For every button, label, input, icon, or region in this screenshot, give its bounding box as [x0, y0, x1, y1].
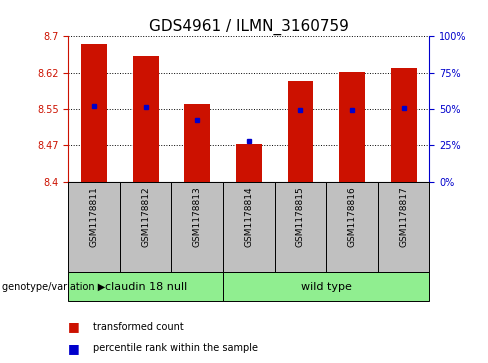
Bar [326, 182, 378, 272]
Text: GSM1178816: GSM1178816 [347, 186, 357, 247]
Bar [391, 68, 417, 182]
Text: ■: ■ [68, 320, 84, 333]
Bar [133, 56, 159, 182]
Bar [378, 182, 429, 272]
Text: GSM1178817: GSM1178817 [399, 186, 408, 247]
Bar [339, 72, 365, 182]
Text: GSM1178814: GSM1178814 [244, 186, 253, 247]
Text: wild type: wild type [301, 282, 352, 292]
Text: genotype/variation ▶: genotype/variation ▶ [2, 282, 106, 292]
Text: claudin 18 null: claudin 18 null [104, 282, 187, 292]
Bar [171, 182, 223, 272]
Text: transformed count: transformed count [93, 322, 183, 332]
Text: ■: ■ [68, 342, 84, 355]
Text: GSM1178812: GSM1178812 [141, 186, 150, 247]
Bar [236, 144, 262, 182]
Bar [184, 104, 210, 182]
Bar [68, 182, 120, 272]
Text: GSM1178813: GSM1178813 [193, 186, 202, 247]
Text: percentile rank within the sample: percentile rank within the sample [93, 343, 258, 354]
Bar [223, 182, 275, 272]
Bar [223, 272, 429, 301]
Text: GSM1178815: GSM1178815 [296, 186, 305, 247]
Bar [120, 182, 171, 272]
Bar [275, 182, 326, 272]
Text: GSM1178811: GSM1178811 [90, 186, 99, 247]
Bar [287, 81, 313, 182]
Bar [81, 44, 107, 182]
Title: GDS4961 / ILMN_3160759: GDS4961 / ILMN_3160759 [149, 19, 349, 35]
Bar [68, 272, 223, 301]
